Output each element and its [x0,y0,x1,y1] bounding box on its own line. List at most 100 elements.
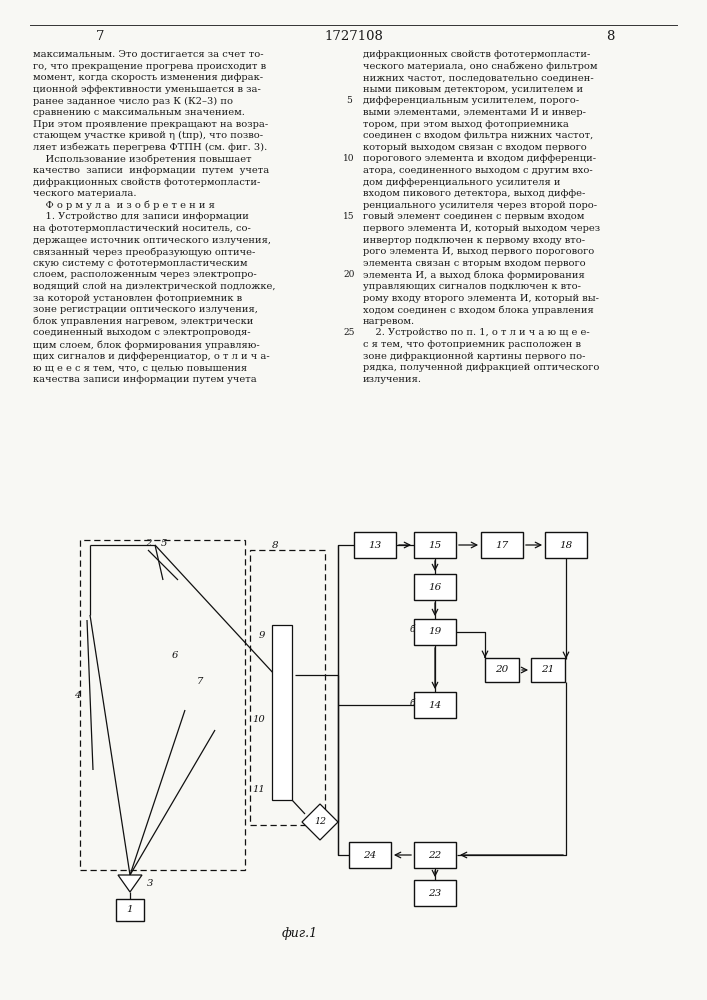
Text: Использование изобретения повышает: Использование изобретения повышает [33,154,252,164]
Bar [250,550,325,825]
Text: 19: 19 [428,628,442,637]
Bar [349,842,391,868]
Text: фиг.1: фиг.1 [282,926,318,940]
Text: говый элемент соединен с первым входом: говый элемент соединен с первым входом [363,212,585,221]
Text: ционной эффективности уменьшается в за-: ционной эффективности уменьшается в за- [33,85,261,94]
Text: слоем, расположенным через электропро-: слоем, расположенным через электропро- [33,270,257,279]
Bar [414,574,456,600]
Text: ческого материала, оно снабжено фильтром: ческого материала, оно снабжено фильтром [363,62,597,71]
Bar [545,532,587,558]
Text: 7: 7 [197,678,203,686]
Text: 20: 20 [496,666,508,674]
Text: 22: 22 [428,850,442,859]
Text: ными пиковым детектором, усилителем и: ными пиковым детектором, усилителем и [363,85,583,94]
Text: скую систему с фототермопластическим: скую систему с фототермопластическим [33,259,247,268]
Text: связанный через преобразующую оптиче-: связанный через преобразующую оптиче- [33,247,255,257]
Text: 10: 10 [252,716,265,724]
Text: момент, когда скорость изменения дифрак-: момент, когда скорость изменения дифрак- [33,73,263,82]
Text: 20: 20 [344,270,355,279]
Bar [414,619,456,645]
Text: за которой установлен фотоприемник в: за которой установлен фотоприемник в [33,294,242,303]
Bar [485,658,519,682]
Text: 7: 7 [95,30,104,43]
Text: 5: 5 [346,96,352,105]
Text: инвертор подключен к первому входу вто-: инвертор подключен к первому входу вто- [363,236,585,245]
Text: нижних частот, последовательно соединен-: нижних частот, последовательно соединен- [363,73,594,82]
Text: 1727108: 1727108 [325,30,383,43]
Text: ходом соединен с входом блока управления: ходом соединен с входом блока управления [363,305,594,315]
Text: излучения.: излучения. [363,375,422,384]
Text: держащее источник оптического излучения,: держащее источник оптического излучения, [33,236,271,245]
Polygon shape [302,804,338,840]
Text: 12: 12 [314,818,326,826]
Text: щих сигналов и дифференциатор, о т л и ч а-: щих сигналов и дифференциатор, о т л и ч… [33,352,270,361]
Text: 13: 13 [368,540,382,550]
Text: соединен с входом фильтра нижних частот,: соединен с входом фильтра нижних частот, [363,131,593,140]
Text: входом пикового детектора, выход диффе-: входом пикового детектора, выход диффе- [363,189,585,198]
Text: дом дифференциального усилителя и: дом дифференциального усилителя и [363,178,561,187]
Text: который выходом связан с входом первого: который выходом связан с входом первого [363,143,587,152]
Text: 1: 1 [127,906,134,914]
Bar [531,658,565,682]
Text: б: б [409,700,415,708]
Text: первого элемента И, который выходом через: первого элемента И, который выходом чере… [363,224,600,233]
Text: на фототермопластический носитель, со-: на фототермопластический носитель, со- [33,224,251,233]
Bar [80,540,245,870]
Text: соединенный выходом с электропроводя-: соединенный выходом с электропроводя- [33,328,250,337]
Bar [354,532,396,558]
Bar [414,532,456,558]
Text: 11: 11 [252,786,265,794]
Bar [481,532,523,558]
Bar [414,692,456,718]
Text: 15: 15 [343,212,355,221]
Text: го, что прекращение прогрева происходит в: го, что прекращение прогрева происходит … [33,62,266,71]
Text: 18: 18 [559,540,573,550]
Text: 14: 14 [428,700,442,710]
Text: 3: 3 [147,880,153,888]
Text: 5: 5 [160,540,167,548]
Polygon shape [118,875,142,892]
Text: с я тем, что фотоприемник расположен в: с я тем, что фотоприемник расположен в [363,340,581,349]
Text: щим слоем, блок формирования управляю-: щим слоем, блок формирования управляю- [33,340,259,350]
Text: качества записи информации путем учета: качества записи информации путем учета [33,375,257,384]
Text: элемента И, а выход блока формирования: элемента И, а выход блока формирования [363,270,585,280]
Text: рядка, полученной дифракцией оптического: рядка, полученной дифракцией оптического [363,363,600,372]
Text: ческого материала.: ческого материала. [33,189,136,198]
Text: дифракционных свойств фототермопласти-: дифракционных свойств фототермопласти- [33,178,260,187]
Text: зоне дифракционной картины первого по-: зоне дифракционной картины первого по- [363,352,585,361]
Text: 16: 16 [428,582,442,591]
Text: 17: 17 [496,540,508,550]
Text: ляет избежать перегрева ФТПН (см. фиг. 3).: ляет избежать перегрева ФТПН (см. фиг. 3… [33,143,267,152]
Text: тором, при этом выход фотоприемника: тором, при этом выход фотоприемника [363,120,569,129]
Text: Ф о р м у л а  и з о б р е т е н и я: Ф о р м у л а и з о б р е т е н и я [33,201,215,210]
Text: 15: 15 [428,540,442,550]
Text: При этом проявление прекращают на возра-: При этом проявление прекращают на возра- [33,120,268,129]
Text: 8: 8 [271,540,279,550]
Bar [116,899,144,921]
Text: качество  записи  информации  путем  учета: качество записи информации путем учета [33,166,269,175]
Text: 2. Устройство по п. 1, о т л и ч а ю щ е е-: 2. Устройство по п. 1, о т л и ч а ю щ е… [363,328,590,337]
Text: атора, соединенного выходом с другим вхо-: атора, соединенного выходом с другим вхо… [363,166,592,175]
Text: 10: 10 [344,154,355,163]
Text: 9: 9 [259,631,265,640]
Text: 4: 4 [74,690,80,700]
Text: 6: 6 [172,650,178,660]
Text: сравнению с максимальным значением.: сравнению с максимальным значением. [33,108,245,117]
Text: 25: 25 [344,328,355,337]
Text: 8: 8 [606,30,614,43]
Text: зоне регистрации оптического излучения,: зоне регистрации оптического излучения, [33,305,258,314]
Text: элемента связан с вторым входом первого: элемента связан с вторым входом первого [363,259,585,268]
Text: блок управления нагревом, электрически: блок управления нагревом, электрически [33,317,253,326]
Text: 2: 2 [145,540,151,548]
Text: ренциального усилителя через второй поро-: ренциального усилителя через второй поро… [363,201,597,210]
Text: стающем участке кривой η (tпр), что позво-: стающем участке кривой η (tпр), что позв… [33,131,263,140]
Text: порогового элемента и входом дифференци-: порогового элемента и входом дифференци- [363,154,596,163]
Text: дифференциальным усилителем, порого-: дифференциальным усилителем, порого- [363,96,579,105]
Text: выми элементами, элементами И и инвер-: выми элементами, элементами И и инвер- [363,108,586,117]
Text: управляющих сигналов подключен к вто-: управляющих сигналов подключен к вто- [363,282,581,291]
Text: водящий слой на диэлектрической подложке,: водящий слой на диэлектрической подложке… [33,282,276,291]
Text: рого элемента И, выход первого порогового: рого элемента И, выход первого пороговог… [363,247,595,256]
Text: рому входу второго элемента И, который вы-: рому входу второго элемента И, который в… [363,294,599,303]
Bar [414,880,456,906]
Text: 24: 24 [363,850,377,859]
